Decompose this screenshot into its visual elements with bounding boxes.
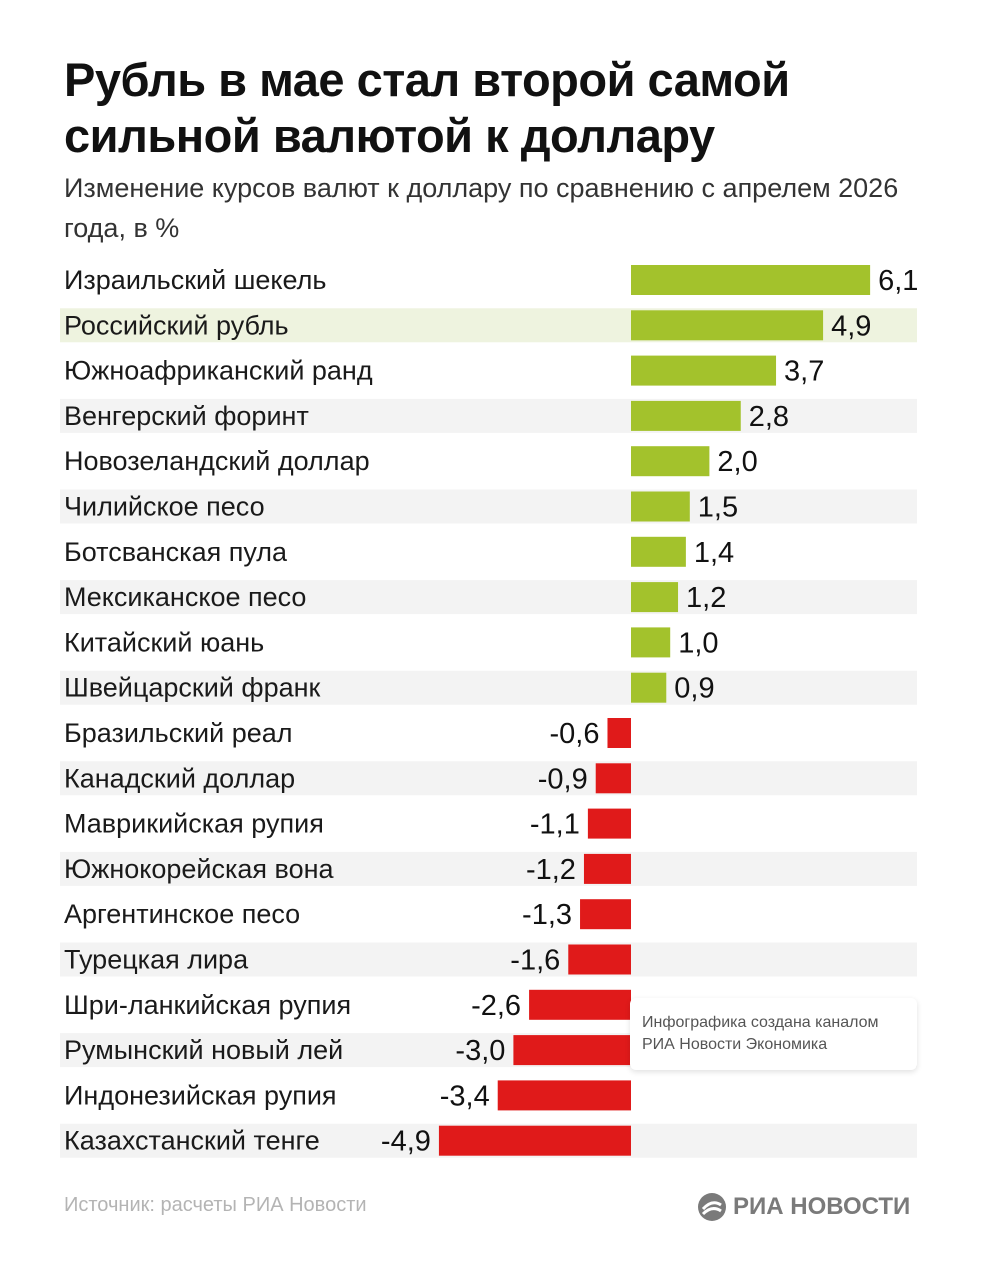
row-band <box>60 489 917 524</box>
channel-note-line2: РИА Новости Экономика <box>642 1036 828 1053</box>
value-label: 4,9 <box>831 310 871 342</box>
value-label: 2,8 <box>749 401 789 433</box>
bar <box>595 763 631 794</box>
bar <box>568 944 631 975</box>
category-label: Аргентинское песо <box>64 899 300 929</box>
category-label: Израильский шекель <box>64 265 326 295</box>
value-label: 3,7 <box>784 356 824 388</box>
value-label: -0,9 <box>538 763 588 795</box>
value-label: -1,3 <box>522 899 572 931</box>
value-label: -4,9 <box>381 1126 431 1158</box>
row-band <box>60 851 917 886</box>
value-label: -2,6 <box>471 990 521 1022</box>
bar <box>587 808 631 839</box>
category-label: Ботсванская пула <box>64 537 288 567</box>
ria-logo-text: РИА НОВОСТИ <box>733 1193 911 1220</box>
bar <box>631 491 690 522</box>
ria-logo: РИА НОВОСТИ <box>697 1188 919 1226</box>
category-label: Чилийское песо <box>64 492 265 522</box>
bar <box>631 310 824 341</box>
category-label: Индонезийская рупия <box>64 1080 337 1110</box>
chart-subtitle: Изменение курсов валют к доллару по срав… <box>64 173 899 243</box>
category-label: Мексиканское песо <box>64 582 306 612</box>
bar <box>497 1080 631 1111</box>
value-label: -3,0 <box>455 1035 505 1067</box>
value-label: -1,2 <box>526 854 576 886</box>
category-label: Турецкая лира <box>64 945 249 975</box>
bar <box>631 400 741 431</box>
bar <box>631 536 686 567</box>
category-label: Швейцарский франк <box>64 673 321 703</box>
category-label: Южноафриканский ранд <box>64 356 373 386</box>
category-label: Казахстанский тенге <box>64 1126 320 1156</box>
value-label: -1,6 <box>510 945 560 977</box>
value-label: -1,1 <box>530 809 580 841</box>
source-text: Источник: расчеты РИА Новости <box>64 1194 367 1216</box>
row-band <box>60 580 917 615</box>
category-label: Шри-ланкийская рупия <box>64 990 351 1020</box>
category-label: Китайский юань <box>64 627 264 657</box>
value-label: 0,9 <box>674 673 714 705</box>
bar <box>631 672 667 703</box>
value-label: -3,4 <box>440 1080 490 1112</box>
bar <box>631 265 871 295</box>
row-band <box>60 670 917 705</box>
row-band <box>60 398 917 433</box>
row-band <box>60 942 917 977</box>
ria-logo-icon <box>698 1193 726 1221</box>
bar <box>631 582 679 613</box>
channel-note-line1: Инфографика создана каналом <box>642 1014 879 1031</box>
category-label: Румынский новый лей <box>64 1035 343 1065</box>
bar <box>513 1035 631 1066</box>
row-band <box>60 761 917 796</box>
bar <box>580 899 631 930</box>
category-label: Венгерский форинт <box>64 401 309 431</box>
category-label: Бразильский реал <box>64 718 293 748</box>
category-label: Маврикийская рупия <box>64 809 324 839</box>
bar <box>529 989 631 1020</box>
bar <box>607 718 631 748</box>
bar <box>438 1125 631 1156</box>
value-label: 6,1 <box>878 265 918 297</box>
category-label: Российский рубль <box>64 310 289 340</box>
channel-note: Инфографика создана каналом РИА Новости … <box>630 998 917 1070</box>
value-label: 1,0 <box>678 627 718 659</box>
bar <box>583 853 631 884</box>
value-label: 1,5 <box>698 492 738 524</box>
category-label: Южнокорейская вона <box>64 854 335 884</box>
value-label: -0,6 <box>549 718 599 750</box>
chart-title: Рубль в мае стал второй самой сильной ва… <box>64 53 790 162</box>
category-label: Канадский доллар <box>64 763 295 793</box>
value-label: 1,4 <box>694 537 734 569</box>
value-label: 1,2 <box>686 582 726 614</box>
bar <box>631 355 777 386</box>
category-label: Новозеландский доллар <box>64 446 370 476</box>
bar <box>631 627 671 658</box>
bar <box>631 446 710 477</box>
value-label: 2,0 <box>717 446 757 478</box>
